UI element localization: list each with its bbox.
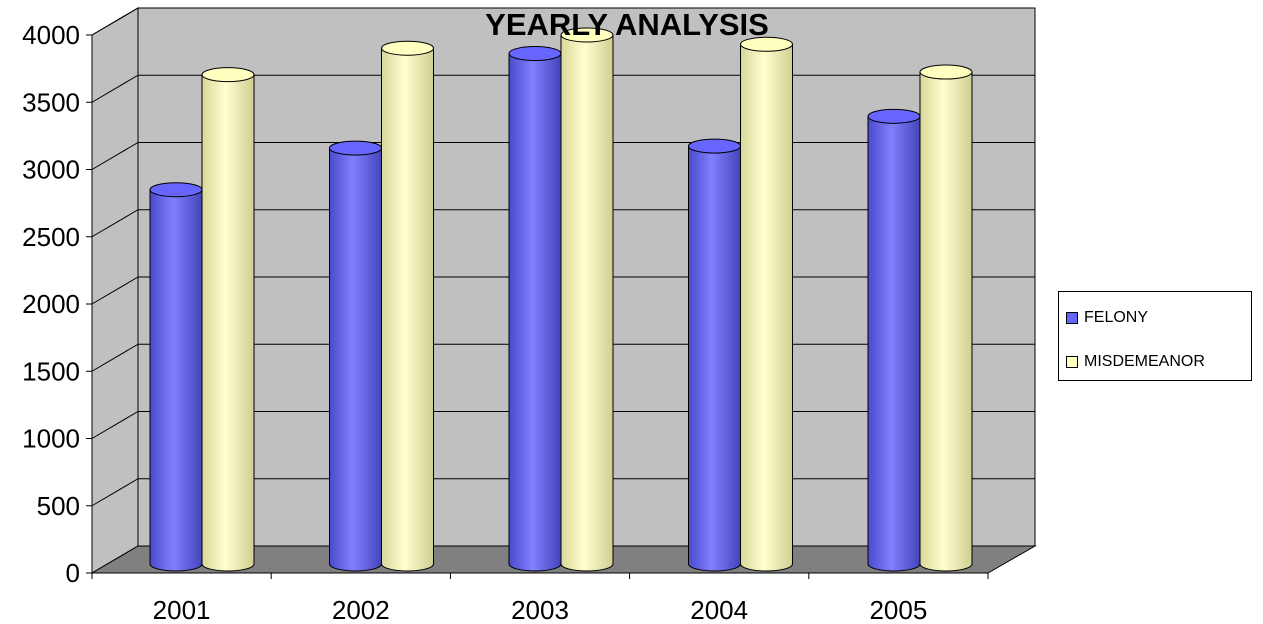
bar-top [329,140,382,156]
bar-felony-2005 [867,108,921,572]
bar-top [688,138,741,154]
x-tick-label: 2001 [153,595,211,624]
bar-misdemeanor-2001 [201,67,255,572]
y-tick-label: 3500 [22,87,80,117]
bar-top [560,27,614,43]
bar-felony-2004 [688,138,741,572]
legend: FELONY MISDEMEANOR [1058,291,1252,381]
bar-top [149,182,203,198]
gridline [91,7,1035,36]
bar-felony-2002 [329,140,382,572]
bar-body [740,43,793,572]
bar-body [508,53,562,572]
gridline [91,74,1035,103]
bar-body [329,147,382,572]
bar-body [560,34,614,572]
bar-body [919,71,973,572]
bar-top [740,36,793,52]
y-tick-label: 3000 [22,155,80,185]
y-tick-label: 2500 [22,222,80,252]
y-tick-label: 0 [66,558,80,588]
x-tick-label: 2004 [690,595,748,624]
y-tick-label: 1500 [22,356,80,386]
bars [149,27,973,572]
y-tick-label: 1000 [22,424,80,454]
bar-felony-2003 [508,46,562,572]
y-tick-label: 4000 [22,20,80,50]
bar-misdemeanor-2004 [740,36,793,572]
bar-body [867,115,921,572]
bar-body [149,189,203,572]
bar-body [688,145,741,572]
bar-body [201,74,255,572]
chart-title: YEARLY ANALYSIS [485,7,769,42]
bar-misdemeanor-2002 [381,40,434,572]
bar-body [381,47,434,572]
x-tick-label: 2005 [869,595,927,624]
axes: 0 500 1000 1500 2000 2500 3000 3500 4000 2001 2002… [22,20,989,624]
y-tick-label: 2000 [22,289,80,319]
bar-top [201,67,255,83]
legend-swatch-misdemeanor [1066,356,1078,368]
bar-top [919,64,973,80]
y-tick-label: 500 [37,491,80,521]
x-tick-label: 2002 [332,595,390,624]
x-tick-label: 2003 [511,595,569,624]
bar-felony-2001 [149,182,203,572]
legend-label-misdemeanor: MISDEMEANOR [1084,353,1205,370]
bar-misdemeanor-2005 [919,64,973,572]
bar-top [508,46,562,62]
legend-label-felony: FELONY [1084,309,1149,326]
bar-misdemeanor-2003 [560,27,614,572]
bar-top [381,40,434,56]
bar-top [867,108,921,124]
legend-item-felony: FELONY [1066,308,1148,328]
legend-swatch-felony [1066,312,1078,324]
legend-item-misdemeanor: MISDEMEANOR [1066,352,1205,372]
